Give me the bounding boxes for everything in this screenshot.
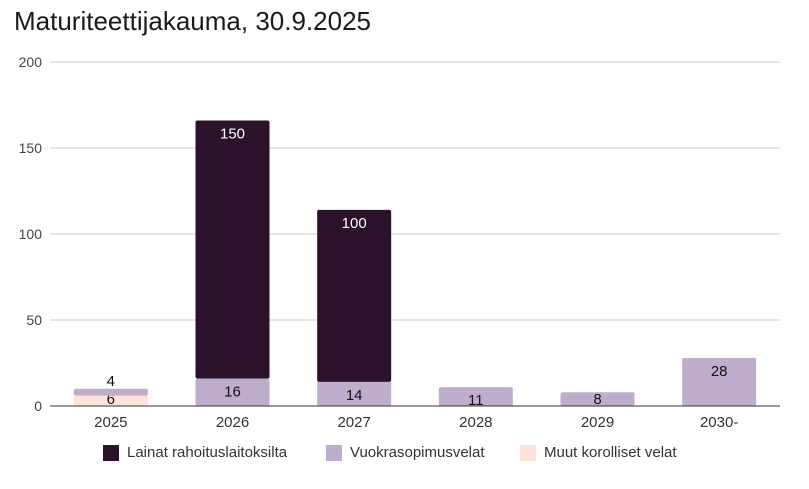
- y-tick-label-100: 100: [19, 226, 43, 242]
- data-label-vuokrasopimusvelat-2025: 4: [107, 373, 115, 390]
- data-label-vuokrasopimusvelat-2029: 8: [593, 391, 601, 408]
- x-tick-label-2028: 2028: [459, 414, 492, 431]
- y-tick-label-0: 0: [34, 398, 42, 414]
- legend-item-lainat-rahoituslaitoksilta: Lainat rahoituslaitoksilta: [103, 444, 287, 461]
- legend-label-vuokrasopimusvelat: Vuokrasopimusvelat: [350, 444, 485, 461]
- bar-vuokrasopimusvelat-2028: [438, 387, 513, 406]
- y-tick-label-50: 50: [26, 312, 42, 328]
- legend-swatch-muut-korolliset-velat: [520, 444, 536, 461]
- bar-vuokrasopimusvelat-2025: [73, 388, 148, 396]
- x-tick-label-2030: 2030-: [700, 414, 738, 431]
- data-label-vuokrasopimusvelat-2030: 28: [711, 363, 728, 380]
- chart-plot: 0 50 100 150 200 64 2025 16 150 2026 14 100 2027 11 20…: [19, 54, 780, 431]
- x-tick-label-2029: 2029: [581, 414, 614, 431]
- bar-vuokrasopimusvelat-2027: [317, 381, 392, 406]
- x-tick-label-2026: 2026: [216, 414, 249, 431]
- bar-vuokrasopimusvelat-2026: [195, 378, 270, 406]
- data-label-lainat-rahoituslaitoksilta-2026: 150: [220, 125, 245, 142]
- legend-swatch-lainat-rahoituslaitoksilta: [103, 444, 119, 461]
- data-label-lainat-rahoituslaitoksilta-2027: 100: [342, 215, 367, 232]
- legend-item-muut-korolliset-velat: Muut korolliset velat: [520, 444, 677, 461]
- data-label-muut-korolliset-velat-2025: 6: [107, 391, 115, 408]
- bar-vuokrasopimusvelat-2029: [560, 392, 635, 406]
- legend-label-lainat-rahoituslaitoksilta: Lainat rahoituslaitoksilta: [127, 444, 288, 461]
- bar-lainat-rahoituslaitoksilta-2026: [195, 120, 270, 379]
- chart-legend: Lainat rahoituslaitoksilta Vuokrasopimusv…: [0, 444, 809, 466]
- x-tick-label-2025: 2025: [94, 414, 127, 431]
- legend-swatch-vuokrasopimusvelat: [326, 444, 342, 461]
- legend-label-muut-korolliset-velat: Muut korolliset velat: [544, 444, 677, 461]
- bar-vuokrasopimusvelat-2030: [682, 357, 757, 406]
- y-tick-label-200: 200: [19, 54, 43, 70]
- legend-item-vuokrasopimusvelat: Vuokrasopimusvelat: [326, 444, 485, 461]
- data-label-vuokrasopimusvelat-2026: 16: [224, 383, 241, 400]
- bar-muut-korolliset-velat-2025: [73, 395, 148, 406]
- x-tick-label-2027: 2027: [337, 414, 370, 431]
- data-label-vuokrasopimusvelat-2027: 14: [346, 387, 363, 404]
- bar-lainat-rahoituslaitoksilta-2027: [317, 209, 392, 382]
- data-label-vuokrasopimusvelat-2028: 11: [468, 392, 484, 409]
- chart-title: Maturiteettijakauma, 30.9.2025: [14, 6, 371, 36]
- y-tick-label-150: 150: [19, 140, 43, 156]
